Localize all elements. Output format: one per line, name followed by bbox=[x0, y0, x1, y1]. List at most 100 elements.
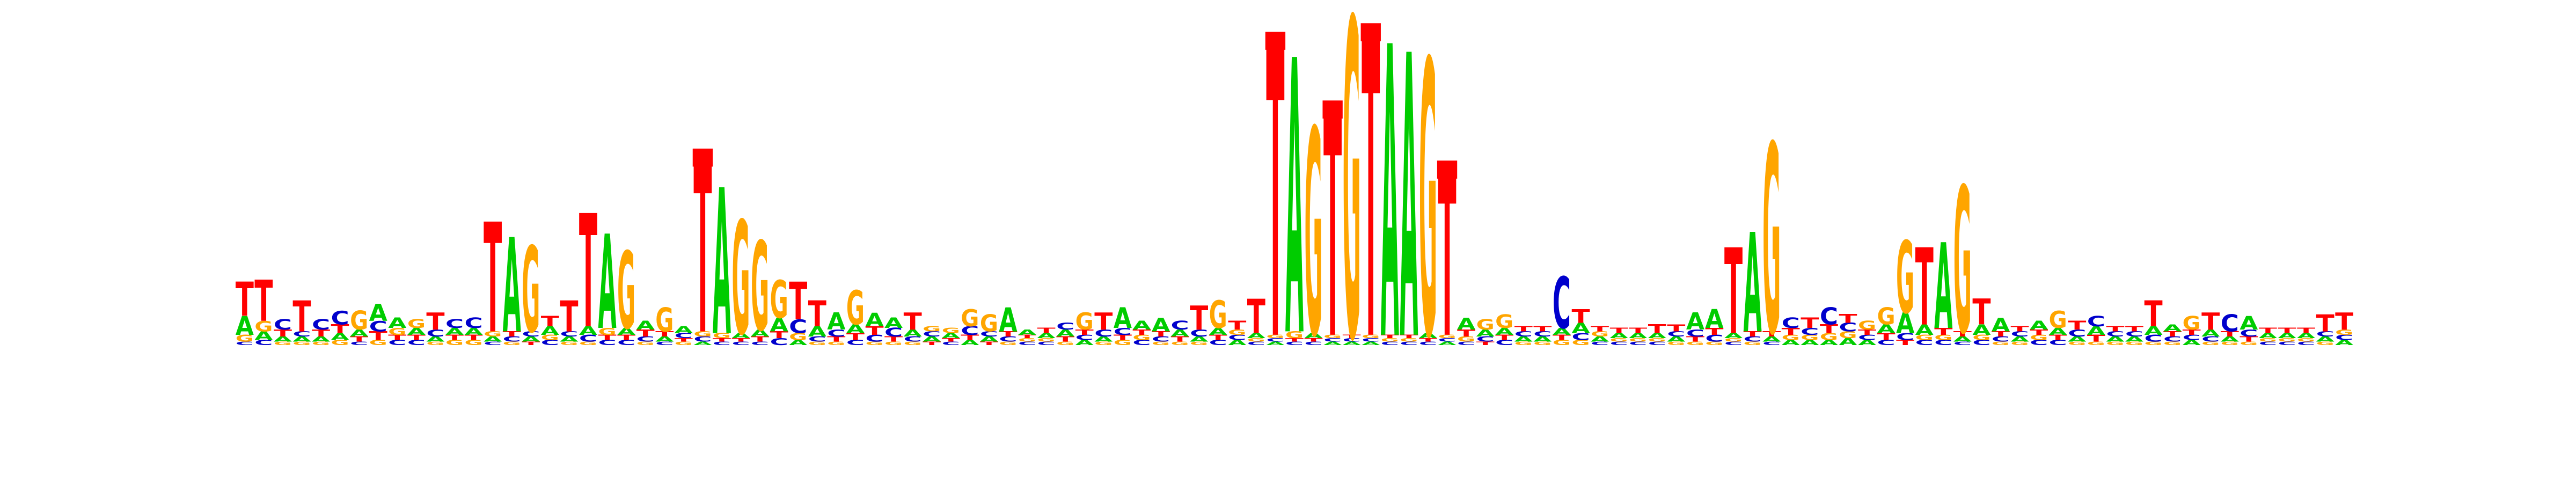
logo-letter-t-pos-65: T bbox=[1457, 328, 1476, 339]
logo-letter-a-pos-89: A bbox=[1915, 321, 1934, 338]
logo-letter-c-pos-82: C bbox=[1782, 315, 1800, 332]
logo-letter-a-pos-64: A bbox=[1438, 341, 1457, 346]
logo-letter-a-pos-82: A bbox=[1782, 339, 1801, 347]
logo-letter-g-pos-62: G bbox=[1400, 338, 1418, 343]
logo-letter-a-pos-100: A bbox=[2125, 335, 2144, 343]
logo-letter-c-pos-1: C bbox=[236, 341, 254, 346]
logo-letter-c-pos-93: C bbox=[1992, 335, 2010, 343]
logo-letter-t-pos-82: T bbox=[1782, 326, 1801, 337]
logo-letter-c-pos-59: C bbox=[1343, 337, 1361, 342]
logo-letter-t-pos-90: T bbox=[1934, 326, 1953, 337]
logo-letter-g-pos-33: G bbox=[846, 281, 865, 336]
logo-letter-t-pos-48: T bbox=[1132, 328, 1151, 336]
logo-letter-g-pos-23: G bbox=[655, 301, 674, 339]
logo-letter-c-pos-58: C bbox=[1323, 337, 1342, 342]
logo-letter-t-pos-100: T bbox=[2125, 325, 2143, 333]
logo-letter-c-pos-77: C bbox=[1686, 328, 1704, 339]
logo-letter-t-pos-28: T bbox=[751, 335, 769, 343]
logo-letter-a-pos-58: A bbox=[1323, 341, 1342, 346]
logo-letter-g-pos-108: G bbox=[2278, 338, 2296, 343]
logo-letter-t-pos-80: T bbox=[1744, 330, 1762, 338]
logo-letter-g-pos-89: G bbox=[1915, 333, 1934, 341]
logo-letter-g-pos-65: G bbox=[1457, 335, 1475, 343]
logo-letter-c-pos-26: C bbox=[713, 341, 731, 346]
logo-letter-t-pos-111: T bbox=[2335, 308, 2353, 335]
logo-letter-t-pos-31: T bbox=[808, 294, 826, 335]
logo-letter-c-pos-61: C bbox=[1381, 341, 1399, 346]
logo-letter-c-pos-15: C bbox=[503, 335, 521, 343]
logo-letter-a-pos-61: A bbox=[1381, 0, 1399, 429]
logo-letter-g-pos-75: G bbox=[1648, 338, 1666, 343]
logo-letter-g-pos-76: G bbox=[1667, 341, 1685, 346]
logo-letter-c-pos-92: C bbox=[1972, 339, 1990, 347]
logo-letter-a-pos-74: A bbox=[1629, 332, 1648, 340]
logo-letter-g-pos-16: G bbox=[522, 223, 540, 360]
logo-letter-c-pos-100: C bbox=[2125, 330, 2143, 338]
logo-letter-c-pos-64: C bbox=[1438, 337, 1456, 342]
logo-letter-g-pos-100: G bbox=[2125, 341, 2143, 346]
logo-letter-t-pos-70: T bbox=[1553, 333, 1571, 341]
logo-letter-g-pos-56: G bbox=[1285, 330, 1304, 341]
logo-letter-c-pos-41: C bbox=[999, 335, 1017, 343]
logo-letter-g-pos-99: G bbox=[2106, 341, 2124, 346]
logo-letter-c-pos-103: C bbox=[2183, 333, 2201, 341]
logo-letter-c-pos-73: C bbox=[1610, 341, 1628, 346]
logo-letter-t-pos-83: T bbox=[1801, 315, 1819, 331]
logo-letter-g-pos-77: G bbox=[1686, 341, 1704, 346]
logo-letter-t-pos-55: T bbox=[1266, 0, 1284, 429]
logo-letter-c-pos-106: C bbox=[2240, 328, 2258, 339]
logo-letter-c-pos-2: C bbox=[254, 339, 273, 347]
logo-letter-t-pos-33: T bbox=[846, 331, 865, 342]
logo-letter-a-pos-97: A bbox=[2068, 335, 2087, 343]
logo-letter-c-pos-36: C bbox=[904, 335, 922, 343]
logo-letter-g-pos-64: G bbox=[1438, 334, 1456, 339]
logo-letter-c-pos-101: C bbox=[2144, 333, 2162, 344]
logo-letter-a-pos-25: A bbox=[693, 341, 712, 346]
logo-letter-t-pos-22: T bbox=[636, 328, 655, 339]
logo-letter-c-pos-69: C bbox=[1533, 330, 1552, 338]
logo-letter-a-pos-48: A bbox=[1132, 319, 1151, 333]
logo-letter-g-pos-40: G bbox=[980, 310, 998, 337]
logo-letter-c-pos-14: C bbox=[484, 341, 502, 346]
logo-letter-c-pos-72: C bbox=[1591, 341, 1609, 346]
logo-letter-g-pos-93: G bbox=[1992, 341, 2010, 346]
logo-letter-t-pos-2: T bbox=[254, 269, 273, 334]
logo-letter-c-pos-99: C bbox=[2106, 330, 2124, 338]
logo-letter-g-pos-92: G bbox=[1972, 333, 1990, 341]
logo-letter-g-pos-105: G bbox=[2221, 341, 2239, 346]
logo-letter-g-pos-1: G bbox=[236, 333, 254, 344]
logo-letter-c-pos-66: C bbox=[1476, 335, 1495, 343]
logo-letter-a-pos-19: A bbox=[579, 324, 597, 338]
logo-letter-t-pos-105: T bbox=[2221, 330, 2239, 338]
logo-letter-g-pos-98: G bbox=[2087, 341, 2105, 346]
logo-letter-c-pos-97: C bbox=[2068, 328, 2086, 339]
logo-letter-a-pos-38: A bbox=[942, 332, 961, 340]
logo-letter-c-pos-31: C bbox=[808, 335, 826, 343]
logo-letter-c-pos-68: C bbox=[1514, 330, 1533, 338]
logo-letter-a-pos-105: A bbox=[2221, 335, 2240, 343]
position-marker-64 bbox=[1437, 160, 1458, 179]
logo-letter-t-pos-78: T bbox=[1705, 326, 1724, 337]
logo-letter-a-pos-31: A bbox=[808, 323, 826, 340]
logo-letter-a-pos-76: A bbox=[1667, 335, 1686, 343]
logo-letter-t-pos-71: T bbox=[1571, 306, 1590, 328]
logo-letter-t-pos-7: T bbox=[350, 335, 368, 343]
logo-letter-g-pos-24: G bbox=[675, 341, 693, 346]
logo-letter-a-pos-104: A bbox=[2201, 328, 2220, 339]
logo-letter-t-pos-93: T bbox=[1992, 330, 2010, 338]
logo-letter-c-pos-49: C bbox=[1152, 335, 1170, 343]
logo-letter-t-pos-52: T bbox=[1209, 333, 1227, 341]
logo-letter-a-pos-77: A bbox=[1686, 308, 1704, 335]
logo-letter-a-pos-95: A bbox=[2030, 319, 2048, 333]
logo-letter-g-pos-47: G bbox=[1114, 339, 1132, 347]
logo-letter-c-pos-17: C bbox=[541, 339, 559, 347]
logo-letter-t-pos-50: T bbox=[1171, 335, 1189, 343]
logo-letter-c-pos-9: C bbox=[388, 339, 406, 347]
logo-letter-g-pos-17: G bbox=[541, 333, 559, 341]
logo-letter-c-pos-83: C bbox=[1801, 326, 1819, 337]
logo-letter-g-pos-104: G bbox=[2201, 341, 2220, 346]
logo-letter-g-pos-83: G bbox=[1801, 333, 1819, 341]
logo-letter-t-pos-99: T bbox=[2106, 325, 2124, 333]
logo-letter-t-pos-109: T bbox=[2297, 326, 2315, 334]
logo-letter-g-pos-84: G bbox=[1820, 331, 1838, 342]
